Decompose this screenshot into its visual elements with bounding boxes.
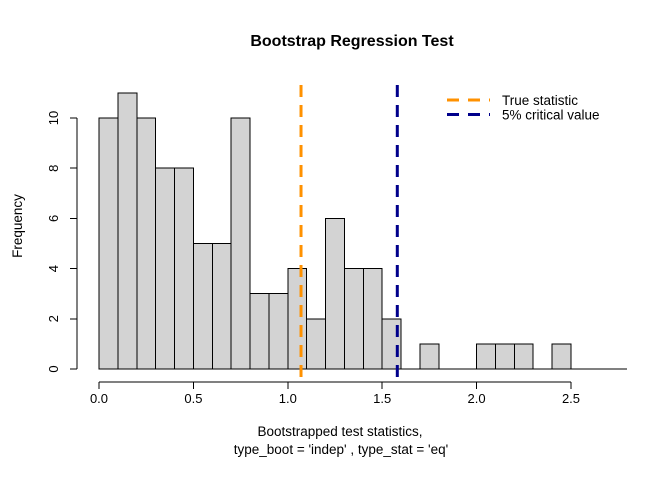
y-tick-label: 10 bbox=[46, 111, 61, 125]
histogram-bar bbox=[98, 117, 119, 370]
legend-lines-layer bbox=[447, 98, 490, 116]
bars-layer bbox=[98, 92, 572, 370]
x-tick-label: 1.5 bbox=[373, 391, 391, 406]
histogram-bar bbox=[155, 167, 176, 370]
histogram-bar bbox=[513, 343, 534, 370]
y-tick-label: 6 bbox=[46, 215, 61, 222]
x-tick-label: 1.0 bbox=[279, 391, 297, 406]
histogram-bar bbox=[192, 243, 213, 370]
histogram-bar bbox=[249, 293, 270, 370]
histogram-bar bbox=[325, 217, 345, 370]
legend-label-true-statistic: True statistic bbox=[502, 93, 578, 108]
histogram-bar bbox=[268, 293, 289, 370]
histogram-bar bbox=[174, 167, 194, 370]
histogram-bar bbox=[551, 343, 572, 370]
x-axis-title-line1: Bootstrapped test statistics, bbox=[257, 424, 422, 439]
x-axis-title-line2: type_boot = 'indep' , type_stat = 'eq' bbox=[234, 442, 448, 457]
histogram-bar bbox=[117, 92, 138, 370]
chart-title: Bootstrap Regression Test bbox=[250, 33, 454, 50]
histogram-bar bbox=[211, 243, 232, 370]
histogram-bar bbox=[306, 318, 327, 370]
legend-label-critical-value: 5% critical value bbox=[502, 108, 600, 123]
histogram-bar bbox=[287, 268, 308, 370]
y-tick-label: 4 bbox=[46, 265, 61, 272]
histogram-bar bbox=[494, 343, 515, 370]
histogram-bar bbox=[136, 117, 157, 370]
y-tick-label: 2 bbox=[46, 315, 61, 322]
vlines-layer bbox=[299, 85, 399, 380]
y-tick-label: 8 bbox=[46, 165, 61, 172]
y-axis-title: Frequency bbox=[10, 194, 25, 258]
axes-layer: 0.0 0.5 1.0 1.5 2.0 2.5 0 2 4 6 8 10 bbox=[46, 111, 627, 406]
histogram-bar bbox=[343, 268, 364, 370]
histogram-bar bbox=[476, 343, 496, 370]
histogram-bar bbox=[362, 268, 383, 370]
x-tick-label: 2.0 bbox=[468, 391, 486, 406]
x-tick-label: 0.5 bbox=[184, 391, 202, 406]
x-tick-label: 2.5 bbox=[562, 391, 580, 406]
histogram-bar bbox=[230, 117, 251, 370]
y-tick-label: 0 bbox=[46, 365, 61, 372]
histogram-bar bbox=[419, 343, 440, 370]
x-tick-label: 0.0 bbox=[90, 391, 108, 406]
